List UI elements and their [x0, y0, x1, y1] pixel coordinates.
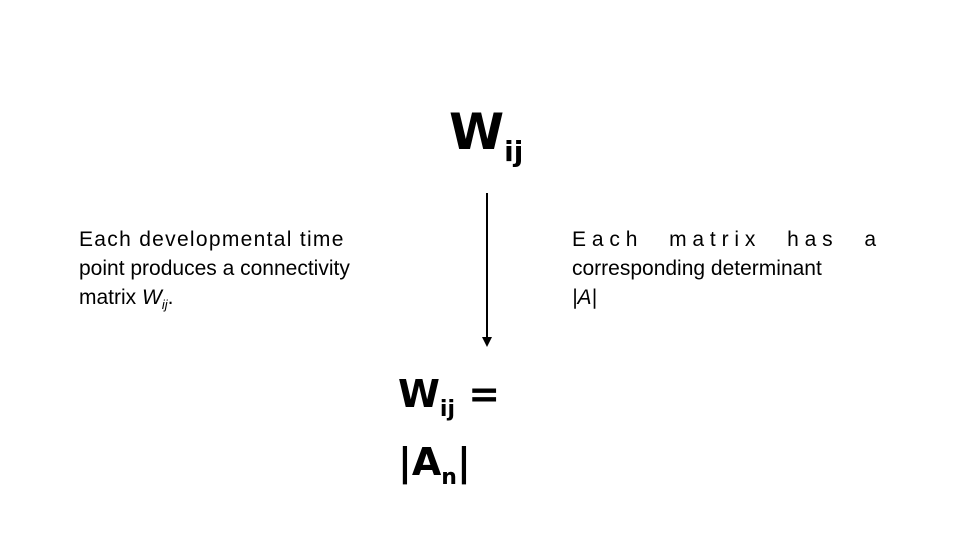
determinant-variable: |A| [572, 286, 597, 309]
right-caption: E a c h m a t r i x h a s a correspondin… [572, 225, 878, 312]
right-caption-word: h a s [787, 228, 833, 251]
matrix-variable-subscript: ij [161, 297, 168, 312]
left-caption-suffix: . [167, 286, 174, 309]
formula-subscript: ij [439, 397, 456, 422]
left-caption-line-3: matrix Wij. [79, 283, 399, 319]
right-caption-word: a [864, 228, 876, 251]
bottom-formula-line-2: |An| [398, 436, 500, 504]
matrix-variable: W [142, 286, 162, 309]
left-caption-prefix: matrix [79, 286, 142, 309]
determinant-close: | [456, 440, 471, 484]
right-caption-line-2: corresponding determinant [572, 257, 822, 280]
left-caption: Each developmental time point produces a… [79, 225, 399, 319]
right-caption-line-1: E a c h m a t r i x h a s a [572, 225, 876, 254]
formula-base: W [398, 372, 440, 416]
top-formula: Wij [449, 100, 523, 184]
down-arrow [482, 193, 492, 347]
bottom-formula-line-1: Wij = [398, 368, 500, 436]
left-caption-line-2: point produces a connectivity [79, 257, 350, 280]
formula-equals: = [455, 372, 501, 416]
formula-base: W [449, 103, 505, 161]
right-caption-word: E a c h [572, 228, 638, 251]
bottom-formula: Wij = |An| [398, 368, 500, 504]
determinant-open: |A [398, 440, 442, 484]
determinant-subscript: n [441, 465, 457, 490]
left-caption-line-1: Each developmental time [79, 228, 345, 251]
formula-subscript: ij [504, 135, 524, 168]
right-caption-word: m a t r i x [669, 228, 756, 251]
